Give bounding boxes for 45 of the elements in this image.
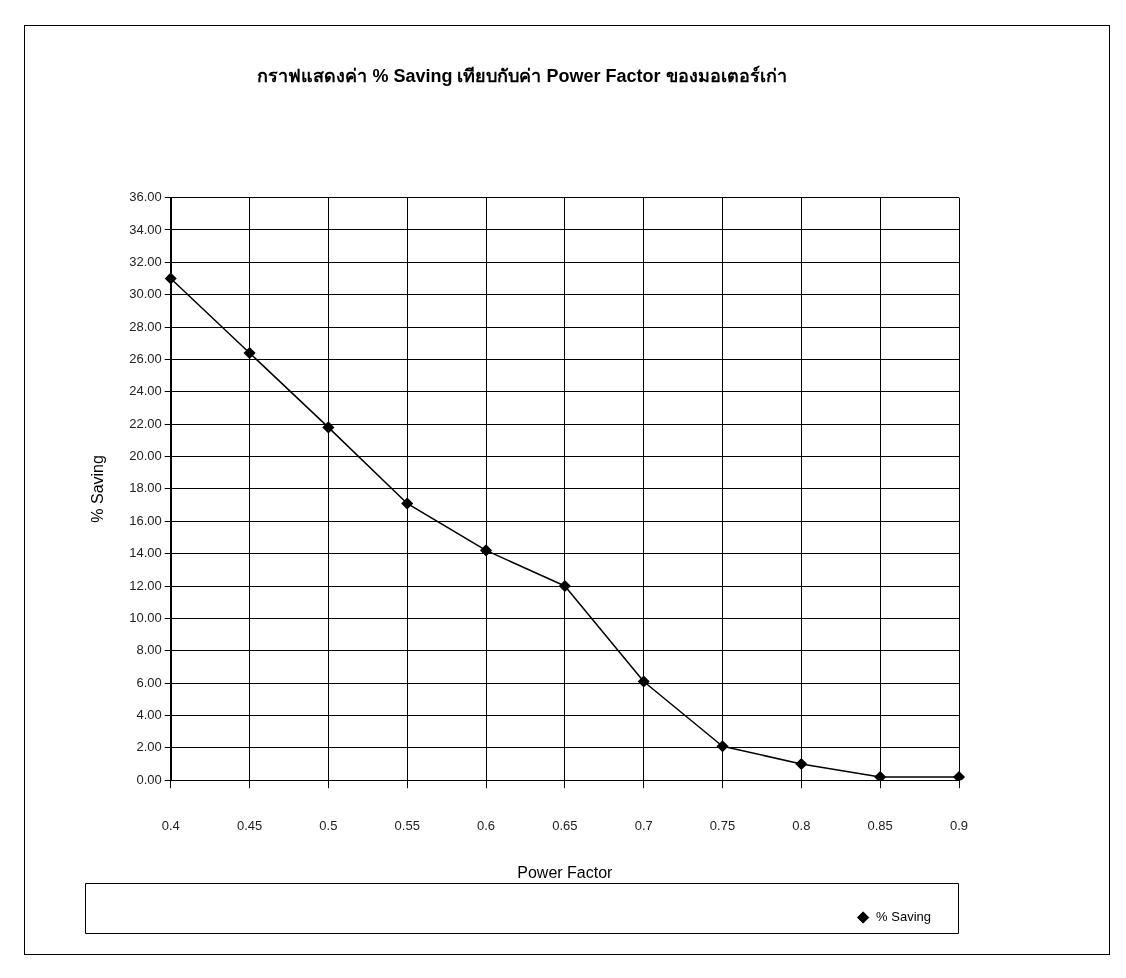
point (480, 544, 492, 557)
chart-title: กราฟแสดงค่า % Saving เทียบกับค่า Power Factor ของมอเตอร์เก่า (257, 64, 787, 86)
y-tick-label: 28.00 (129, 318, 162, 334)
legend-label: % Saving (876, 909, 931, 925)
y-tick-label: 30.00 (129, 286, 162, 302)
x-tick-label: 0.5 (319, 817, 338, 833)
y-tick-label: 12.00 (129, 577, 162, 593)
point (322, 421, 335, 434)
y-tick-label: 8.00 (136, 642, 162, 658)
y-tick-label: 20.00 (129, 448, 162, 464)
x-tick-label: 0.7 (634, 817, 653, 833)
x-tick-label: 0.8 (792, 817, 811, 833)
x-tick-label: 0.6 (477, 817, 496, 833)
x-axis-title: Power Factor (517, 863, 614, 881)
point (637, 675, 650, 688)
y-axis-title: % Saving (89, 455, 107, 523)
y-tick-label: 22.00 (129, 415, 162, 431)
x-tick-label: 0.45 (236, 817, 263, 833)
x-tick-label: 0.65 (552, 817, 578, 833)
y-tick-label: 24.00 (129, 383, 162, 399)
point (164, 272, 177, 285)
x-tick-label: 0.75 (709, 817, 736, 833)
y-tick-label: 6.00 (136, 674, 162, 690)
y-tick-label: 16.00 (129, 512, 162, 528)
point (953, 771, 965, 781)
x-tick-label: 0.85 (867, 817, 893, 833)
y-tick-label: 26.00 (129, 351, 162, 367)
point (874, 771, 886, 781)
point (401, 497, 413, 510)
y-tick-label: 2.00 (136, 739, 162, 755)
point (716, 740, 729, 752)
y-tick-label: 0.00 (136, 771, 162, 787)
point (559, 580, 571, 592)
y-tick-label: 10.00 (129, 609, 162, 625)
x-tick-label: 0.9 (949, 817, 969, 833)
y-tick-label: 34.00 (129, 221, 162, 237)
y-tick-label: 18.00 (129, 480, 162, 496)
x-tick-label: 0.55 (394, 817, 420, 833)
x-tick-label: 0.4 (161, 817, 180, 833)
y-tick-label: 36.00 (129, 189, 162, 205)
y-tick-label: 32.00 (129, 253, 162, 269)
y-tick-label: 14.00 (129, 545, 162, 561)
y-tick-label: 4.00 (136, 707, 162, 723)
point (243, 347, 256, 359)
point (795, 758, 808, 770)
